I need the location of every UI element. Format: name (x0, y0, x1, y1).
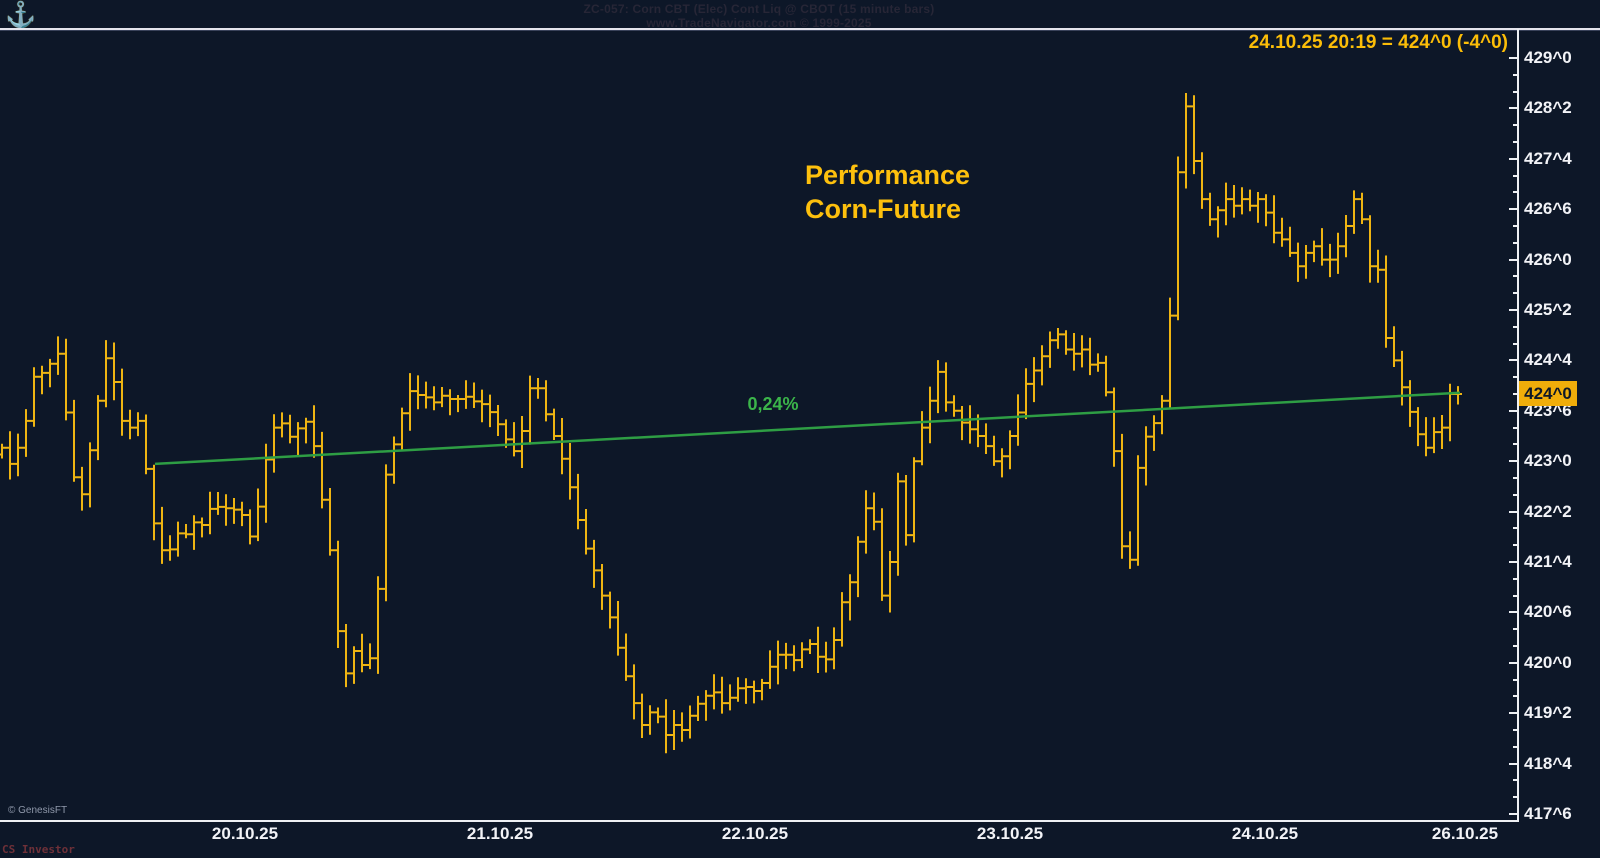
trend-line[interactable] (154, 391, 1461, 466)
y-axis-label: 427^4 (1524, 148, 1572, 168)
y-axis-minor-tick (1513, 779, 1517, 782)
y-axis-label: 426^0 (1524, 249, 1572, 269)
y-axis-minor-tick (1513, 628, 1517, 631)
y-axis-label: 420^0 (1524, 652, 1572, 672)
x-axis-label: 26.10.25 (1431, 824, 1499, 843)
y-axis-major-tick (1509, 813, 1517, 815)
ohlc-bars (0, 93, 1462, 754)
y-axis-minor-tick (1513, 225, 1517, 227)
trendline-percent-label: 0,24% (747, 394, 799, 414)
y-axis-major-tick (1509, 359, 1517, 362)
y-axis-label: 421^4 (1524, 552, 1572, 571)
x-axis-label: 21.10.25 (466, 824, 534, 843)
y-axis-minor-tick (1513, 645, 1517, 647)
y-axis-major-tick (1509, 762, 1517, 765)
y-axis-minor-tick (1513, 426, 1517, 429)
price-chart-canvas[interactable] (0, 30, 1519, 822)
y-axis-minor-tick (1513, 796, 1517, 799)
x-axis-line (0, 820, 1519, 822)
y-axis-label: 418^4 (1524, 753, 1572, 773)
y-axis-minor-tick (1513, 527, 1517, 530)
y-axis-label: 420^6 (1524, 602, 1572, 622)
y-axis-major-tick (1509, 309, 1517, 311)
y-axis-minor-tick (1513, 493, 1517, 496)
y-axis-minor-tick (1513, 73, 1517, 76)
y-axis-minor-tick (1513, 141, 1517, 143)
y-axis-label: 429^0 (1524, 48, 1572, 67)
y-axis-minor-tick (1513, 577, 1517, 580)
y-axis-label: 422^2 (1524, 501, 1572, 521)
y-axis-minor-tick (1513, 678, 1517, 681)
y-axis-label: 423^0 (1524, 451, 1572, 471)
y-axis-major-tick (1509, 107, 1517, 110)
last-quote-readout: 24.10.25 20:19 = 424^0 (-4^0) (1248, 32, 1508, 53)
y-axis-label: 419^2 (1524, 703, 1572, 723)
y-axis-line (1517, 29, 1519, 822)
y-axis-minor-tick (1513, 695, 1517, 698)
y-axis-minor-tick (1513, 544, 1517, 547)
top-divider (0, 28, 1600, 30)
y-axis-minor-tick (1513, 393, 1517, 395)
y-axis-minor-tick (1513, 325, 1517, 328)
annotation-line1: Performance (805, 160, 971, 190)
y-axis-minor-tick (1513, 745, 1517, 748)
top-divider-shadow (0, 30, 1600, 31)
y-axis-major-tick (1509, 611, 1517, 614)
y-axis-minor-tick (1513, 90, 1517, 93)
y-axis-minor-tick (1513, 174, 1517, 177)
y-axis-major-tick (1509, 661, 1517, 664)
broker-label: CS Investor (2, 843, 75, 856)
y-axis-minor-tick (1513, 241, 1517, 244)
y-axis-major-tick (1509, 712, 1517, 715)
y-axis-minor-tick (1513, 124, 1517, 127)
chart-title: ZC-057: Corn CBT (Elec) Cont Liq @ CBOT … (583, 2, 935, 16)
y-axis-minor-tick (1513, 342, 1517, 345)
y-axis-label: 425^2 (1524, 300, 1572, 319)
y-axis-major-tick (1509, 561, 1517, 563)
y-axis-major-tick (1509, 409, 1517, 412)
performance-annotation: Performance Corn-Future (805, 158, 970, 226)
y-axis-minor-tick (1513, 275, 1517, 278)
y-axis-minor-tick (1513, 477, 1517, 479)
y-axis-major-tick (1509, 57, 1517, 59)
annotation-line2: Corn-Future (805, 194, 961, 224)
y-axis-major-tick (1509, 157, 1517, 160)
y-axis-major-tick (1509, 258, 1517, 261)
anchor-icon: ⚓ (5, 1, 37, 29)
y-axis-major-tick (1509, 208, 1517, 211)
last-price-badge: 424^0 (1519, 381, 1577, 406)
x-axis-label: 22.10.25 (721, 824, 789, 843)
x-axis-label: 23.10.25 (976, 824, 1044, 843)
y-axis-minor-tick (1513, 443, 1517, 446)
y-axis-minor-tick (1513, 594, 1517, 597)
y-axis-label: 426^6 (1524, 199, 1572, 219)
x-axis-label: 24.10.25 (1231, 824, 1299, 843)
y-axis-minor-tick (1513, 191, 1517, 194)
chart-subtitle: www.TradeNavigator.com © 1999-2025 (646, 16, 872, 30)
y-axis-label: 417^6 (1524, 804, 1572, 823)
y-axis-major-tick (1509, 510, 1517, 513)
y-axis-major-tick (1509, 460, 1517, 463)
y-axis-minor-tick (1513, 292, 1517, 295)
y-axis-minor-tick (1513, 729, 1517, 731)
y-axis-minor-tick (1513, 376, 1517, 379)
y-axis-label: 428^2 (1524, 98, 1572, 118)
y-axis-label: 424^4 (1524, 350, 1572, 370)
genesis-watermark: © GenesisFT (8, 805, 68, 816)
x-axis-label: 20.10.25 (211, 824, 279, 843)
